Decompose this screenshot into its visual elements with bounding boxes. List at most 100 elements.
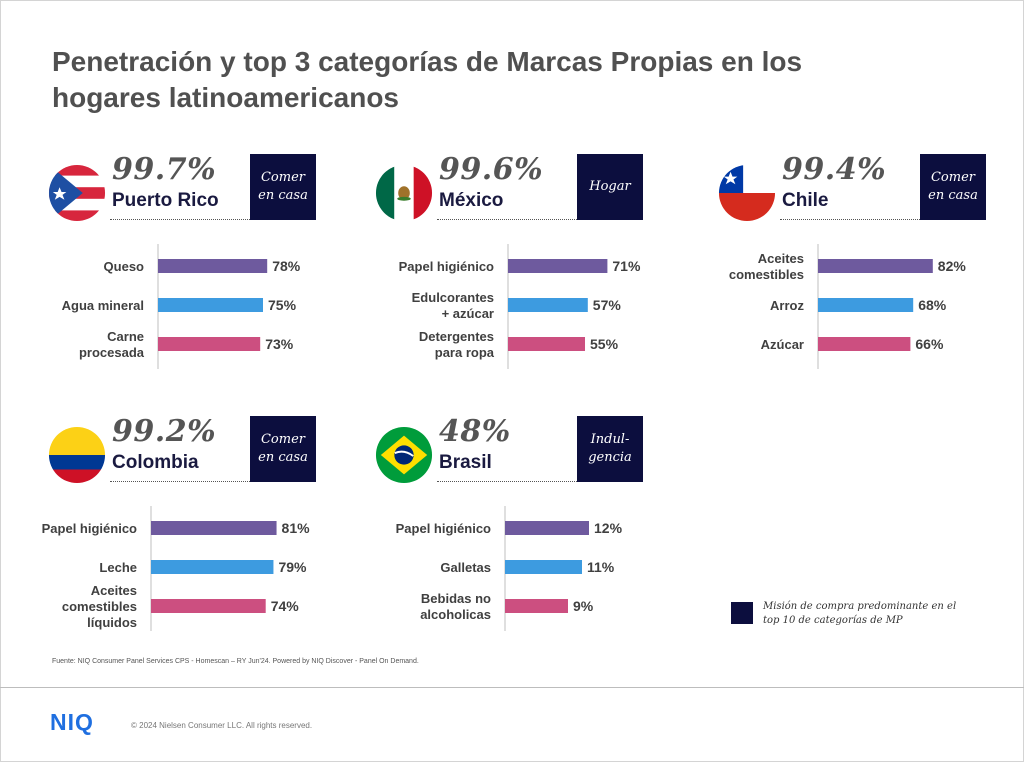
category-label-line: Leche: [99, 560, 137, 575]
mission-badge: Hogar: [577, 154, 643, 220]
bar-chart-svg: 81% Papel higiénico 79% Leche 74% Aceites come…: [42, 506, 311, 631]
slide-title: Penetración y top 3 categorías de Marcas…: [52, 46, 803, 113]
penetration-value: 99.7%: [112, 152, 217, 187]
bar-chart-svg: 82% Aceites comestibles 68% Arroz 66% Azúcar: [729, 244, 967, 369]
category-label: Galletas: [440, 560, 491, 575]
category-label: Detergentes para ropa: [419, 329, 495, 360]
divider: [437, 219, 621, 220]
value-label: 9%: [573, 598, 594, 614]
category-label-line: comestibles: [729, 267, 804, 282]
value-label: 11%: [587, 559, 615, 575]
niq-logo: NIQ: [50, 709, 94, 735]
bar-chart-svg: 12% Papel higiénico 11% Galletas 9% Bebidas n…: [396, 506, 623, 631]
bar: [158, 298, 263, 312]
bar: [158, 337, 261, 351]
category-label: Papel higiénico: [396, 521, 491, 536]
category-label: Papel higiénico: [42, 521, 137, 536]
country-name: Brasil: [439, 452, 492, 473]
country-name: Puerto Rico: [112, 190, 219, 211]
category-label-line: Queso: [104, 259, 145, 274]
value-label: 79%: [278, 559, 307, 575]
source-note: Fuente: NIQ Consumer Panel Services CPS …: [52, 658, 419, 665]
category-label-line: Aceites: [758, 251, 804, 266]
category-label: Azúcar: [761, 337, 804, 352]
penetration-value: 99.4%: [782, 152, 887, 187]
value-label: 75%: [268, 297, 297, 313]
legend-swatch: [731, 602, 753, 624]
category-label: Agua mineral: [62, 298, 144, 313]
bar: [151, 599, 266, 613]
category-label-line: Bebidas no: [421, 591, 491, 606]
value-label: 71%: [612, 258, 641, 274]
colombia-flag-icon: [48, 426, 106, 484]
category-label-line: Azúcar: [761, 337, 804, 352]
category-label-line: Papel higiénico: [396, 521, 491, 536]
category-label: Carne procesada: [79, 329, 145, 360]
category-label: Queso: [104, 259, 145, 274]
penetration-value: 48%: [439, 414, 511, 449]
bar: [505, 599, 568, 613]
puerto-rico-flag-icon: [48, 164, 106, 222]
category-label: Aceites comestibles: [729, 251, 804, 282]
panel-chile: 99.4% Chile Comer en casa 82% Aceites come…: [718, 152, 1018, 382]
category-label-line: Edulcorantes: [412, 290, 494, 305]
bar: [818, 298, 914, 312]
bar: [151, 560, 274, 574]
mission-badge: Comer en casa: [250, 416, 316, 482]
bar: [508, 298, 588, 312]
value-label: 73%: [265, 336, 294, 352]
category-label-line: Papel higiénico: [399, 259, 494, 274]
footer-divider: [0, 687, 1024, 688]
value-label: 74%: [271, 598, 300, 614]
mission-badge: Indul- gencia: [577, 416, 643, 482]
bar: [158, 259, 268, 273]
bar: [508, 337, 585, 351]
category-label-line: para ropa: [435, 345, 495, 360]
penetration-value: 99.2%: [112, 414, 217, 449]
category-label-line: alcoholicas: [420, 607, 491, 622]
penetration-value: 99.6%: [439, 152, 544, 187]
mission-badge: Comer en casa: [920, 154, 986, 220]
divider: [110, 481, 294, 482]
category-label: Papel higiénico: [399, 259, 494, 274]
category-label-line: + azúcar: [442, 306, 494, 321]
bar: [508, 259, 608, 273]
chile-flag-icon: [718, 164, 776, 222]
category-label-line: Agua mineral: [62, 298, 144, 313]
category-label-line: procesada: [79, 345, 145, 360]
value-label: 82%: [938, 258, 967, 274]
category-label: Leche: [99, 560, 137, 575]
category-label-line: Arroz: [770, 298, 804, 313]
panel-mexico: 99.6% México Hogar 71% Papel higiénico 57%…: [375, 152, 675, 382]
mission-badge: Comer en casa: [250, 154, 316, 220]
divider: [110, 219, 294, 220]
panel-brasil: 48% Brasil Indul- gencia 12% Papel higién…: [375, 414, 675, 644]
value-label: 12%: [594, 520, 623, 536]
value-label: 78%: [272, 258, 301, 274]
bar-chart: 71% Papel higiénico 57% Edulcorantes + azúca…: [375, 244, 675, 374]
category-label: Aceites comestibles líquidos: [62, 583, 137, 630]
category-label-line: Aceites: [91, 583, 137, 598]
value-label: 57%: [593, 297, 622, 313]
bar: [818, 337, 911, 351]
bar: [151, 521, 277, 535]
category-label-line: Papel higiénico: [42, 521, 137, 536]
value-label: 81%: [282, 520, 311, 536]
bar: [818, 259, 933, 273]
bar-chart-svg: 71% Papel higiénico 57% Edulcorantes + azúca…: [399, 244, 641, 369]
bar-chart: 78% Queso 75% Agua mineral 73% Carne procesada: [48, 244, 348, 374]
copyright-text: © 2024 Nielsen Consumer LLC. All rights …: [131, 721, 313, 730]
bar-chart: 82% Aceites comestibles 68% Arroz 66% Azúcar: [718, 244, 1018, 374]
category-label: Arroz: [770, 298, 804, 313]
panel-colombia: 99.2% Colombia Comer en casa 81% Papel hi…: [42, 414, 348, 644]
country-name: Colombia: [112, 452, 199, 473]
bar: [505, 560, 582, 574]
bar-chart: 12% Papel higiénico 11% Galletas 9% Bebidas n…: [375, 506, 675, 636]
country-name: Chile: [782, 190, 829, 211]
category-label-line: comestibles: [62, 599, 137, 614]
mexico-flag-icon: [375, 164, 433, 222]
divider: [437, 481, 621, 482]
category-label-line: líquidos: [87, 615, 137, 630]
country-name: México: [439, 190, 504, 211]
category-label: Bebidas no alcoholicas: [420, 591, 491, 622]
